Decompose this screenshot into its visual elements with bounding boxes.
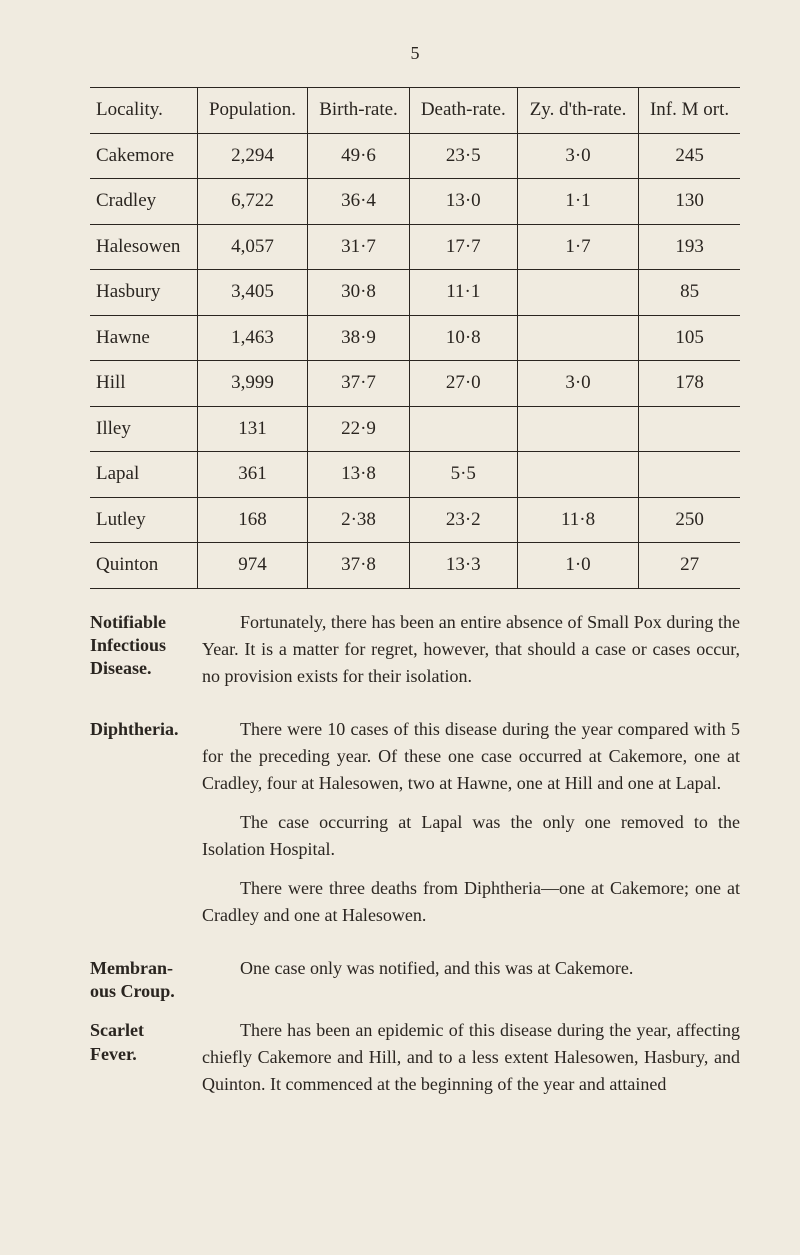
section-label-membranous: Membran-ous Croup. [90, 955, 190, 1004]
table-cell: 38·9 [308, 315, 409, 361]
paragraph: There were 10 cases of this disease duri… [202, 716, 740, 797]
section-body-scarlet: There has been an epidemic of this disea… [202, 1017, 740, 1110]
table-cell: 23·2 [409, 497, 517, 543]
table-cell [517, 452, 638, 498]
table-cell: 3·0 [517, 361, 638, 407]
table-cell [639, 452, 740, 498]
col-inf-mort: Inf. M ort. [639, 88, 740, 134]
table-row: Hasbury3,40530·811·1 85 [90, 270, 740, 316]
table-cell: 4,057 [197, 224, 308, 270]
section-label-scarlet: Scarlet Fever. [90, 1017, 190, 1110]
table-cell: 2,294 [197, 133, 308, 179]
table-cell: 37·7 [308, 361, 409, 407]
table-cell: 27·0 [409, 361, 517, 407]
table-body: Cakemore2,29449·623·53·0245Cradley6,7223… [90, 133, 740, 588]
table-cell: Cradley [90, 179, 197, 225]
table-cell: 37·8 [308, 543, 409, 589]
table-cell [517, 315, 638, 361]
table-row: Halesowen4,05731·717·71·7193 [90, 224, 740, 270]
table-cell: Cakemore [90, 133, 197, 179]
table-cell [517, 406, 638, 452]
table-cell: 11·8 [517, 497, 638, 543]
paragraph: The case occurring at Lapal was the only… [202, 809, 740, 863]
table-cell: 168 [197, 497, 308, 543]
table-header-row: Locality. Population. Birth-rate. Death-… [90, 88, 740, 134]
table-cell: 30·8 [308, 270, 409, 316]
table-cell: 13·0 [409, 179, 517, 225]
col-death-rate: Death-rate. [409, 88, 517, 134]
table-cell: 3·0 [517, 133, 638, 179]
table-cell: 17·7 [409, 224, 517, 270]
table-cell: 131 [197, 406, 308, 452]
table-cell: 10·8 [409, 315, 517, 361]
table-cell: 31·7 [308, 224, 409, 270]
table-cell [409, 406, 517, 452]
col-population: Population. [197, 88, 308, 134]
col-locality: Locality. [90, 88, 197, 134]
table-cell: 22·9 [308, 406, 409, 452]
paragraph: There has been an epidemic of this disea… [202, 1017, 740, 1098]
section-notifiable: Notifiable Infectious Disease. Fortunate… [90, 609, 740, 702]
section-scarlet: Scarlet Fever. There has been an epidemi… [90, 1017, 740, 1110]
section-membranous: Membran-ous Croup. One case only was not… [90, 955, 740, 1004]
table-cell: 1·0 [517, 543, 638, 589]
table-cell: Lapal [90, 452, 197, 498]
paragraph: One case only was notified, and this was… [202, 955, 740, 982]
table-cell: 11·1 [409, 270, 517, 316]
table-row: Illey13122·9 [90, 406, 740, 452]
section-label-notifiable: Notifiable Infectious Disease. [90, 609, 190, 702]
table-cell: 23·5 [409, 133, 517, 179]
table-row: Lutley1682·3823·211·8250 [90, 497, 740, 543]
table-cell: 3,405 [197, 270, 308, 316]
table-cell: 49·6 [308, 133, 409, 179]
table-cell: 1,463 [197, 315, 308, 361]
paragraph: There were three deaths from Diphtheria—… [202, 875, 740, 929]
table-cell: 1·7 [517, 224, 638, 270]
table-cell: 245 [639, 133, 740, 179]
table-cell: Halesowen [90, 224, 197, 270]
table-cell: 361 [197, 452, 308, 498]
table-cell: 13·8 [308, 452, 409, 498]
paragraph: Fortunately, there has been an entire ab… [202, 609, 740, 690]
table-cell: 974 [197, 543, 308, 589]
table-cell: Illey [90, 406, 197, 452]
table-cell: 85 [639, 270, 740, 316]
section-diphtheria: Diphtheria. There were 10 cases of this … [90, 716, 740, 941]
table-row: Lapal36113·85·5 [90, 452, 740, 498]
table-row: Hill3,99937·727·03·0178 [90, 361, 740, 407]
table-row: Cradley6,72236·413·01·1130 [90, 179, 740, 225]
table-row: Hawne1,46338·910·8 105 [90, 315, 740, 361]
table-cell: Quinton [90, 543, 197, 589]
table-cell: 5·5 [409, 452, 517, 498]
table-cell: Hill [90, 361, 197, 407]
table-cell: 36·4 [308, 179, 409, 225]
table-cell: 105 [639, 315, 740, 361]
table-cell: Hasbury [90, 270, 197, 316]
table-cell: 178 [639, 361, 740, 407]
page-number: 5 [90, 40, 740, 67]
table-cell: Lutley [90, 497, 197, 543]
section-body-notifiable: Fortunately, there has been an entire ab… [202, 609, 740, 702]
table-cell: 27 [639, 543, 740, 589]
table-cell [639, 406, 740, 452]
table-cell: 6,722 [197, 179, 308, 225]
table-cell [517, 270, 638, 316]
table-cell: 130 [639, 179, 740, 225]
section-label-diphtheria: Diphtheria. [90, 716, 190, 941]
table-cell: 2·38 [308, 497, 409, 543]
table-cell: 13·3 [409, 543, 517, 589]
col-zy-dth-rate: Zy. d'th-rate. [517, 88, 638, 134]
col-birth-rate: Birth-rate. [308, 88, 409, 134]
table-cell: Hawne [90, 315, 197, 361]
table-cell: 193 [639, 224, 740, 270]
section-body-membranous: One case only was notified, and this was… [202, 955, 740, 1004]
locality-table: Locality. Population. Birth-rate. Death-… [90, 87, 740, 589]
table-cell: 250 [639, 497, 740, 543]
table-cell: 3,999 [197, 361, 308, 407]
table-row: Cakemore2,29449·623·53·0245 [90, 133, 740, 179]
table-cell: 1·1 [517, 179, 638, 225]
table-row: Quinton97437·813·31·027 [90, 543, 740, 589]
section-body-diphtheria: There were 10 cases of this disease duri… [202, 716, 740, 941]
